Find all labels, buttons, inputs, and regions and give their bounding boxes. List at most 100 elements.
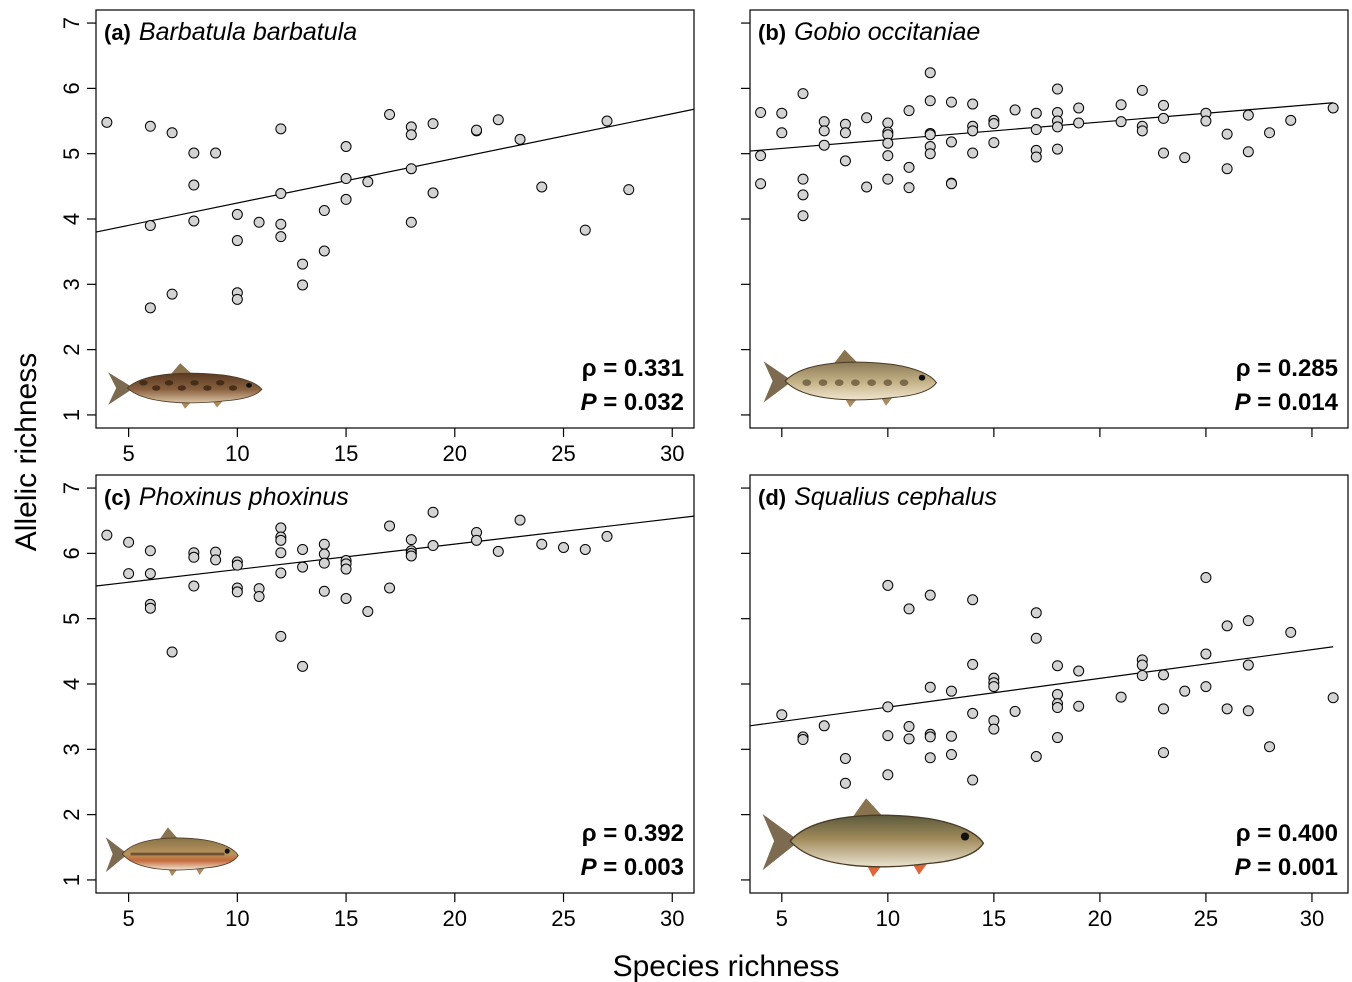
data-point xyxy=(405,216,417,228)
data-point xyxy=(427,506,439,518)
data-point xyxy=(492,114,504,126)
data-point xyxy=(1179,152,1191,164)
data-point xyxy=(1009,705,1021,717)
data-point xyxy=(945,685,957,697)
data-point xyxy=(1158,147,1170,159)
x-tick-label: 20 xyxy=(1088,906,1112,931)
panel-title: (a) Barbatula barbatula xyxy=(104,18,357,46)
data-point xyxy=(318,538,330,550)
data-point xyxy=(1285,626,1297,638)
y-tick-label: 6 xyxy=(59,82,84,94)
data-point xyxy=(882,769,894,781)
data-point xyxy=(967,98,979,110)
data-point xyxy=(861,181,873,193)
data-point xyxy=(903,603,915,615)
data-point xyxy=(1115,691,1127,703)
x-tick-label: 15 xyxy=(982,906,1006,931)
y-tick-label: 1 xyxy=(59,874,84,886)
data-point xyxy=(275,123,287,135)
data-point xyxy=(427,540,439,552)
data-point xyxy=(536,538,548,550)
data-point xyxy=(1051,688,1063,700)
data-point xyxy=(101,529,113,541)
data-point xyxy=(1242,659,1254,671)
data-point xyxy=(1030,607,1042,619)
data-point xyxy=(123,536,135,548)
data-point xyxy=(882,701,894,713)
data-point xyxy=(924,731,936,743)
x-tick-label: 5 xyxy=(122,906,134,931)
rho-stat: ρ = 0.392 xyxy=(582,820,684,847)
trend-line xyxy=(95,108,695,233)
data-point xyxy=(776,107,788,119)
data-point xyxy=(536,181,548,193)
data-point xyxy=(967,774,979,786)
data-point xyxy=(1264,127,1276,139)
x-tick-label: 10 xyxy=(876,906,900,931)
data-point xyxy=(210,554,222,566)
p-stat-label: P xyxy=(581,389,598,416)
data-point xyxy=(1264,741,1276,753)
panel-tag: (b) xyxy=(758,20,786,45)
data-point xyxy=(275,188,287,200)
data-point xyxy=(1073,700,1085,712)
data-point xyxy=(882,579,894,591)
data-point xyxy=(839,752,851,764)
data-point xyxy=(514,133,526,145)
data-point xyxy=(1327,692,1339,704)
data-point xyxy=(188,215,200,227)
y-tick-label: 3 xyxy=(59,743,84,755)
x-tick-label: 25 xyxy=(1194,906,1218,931)
data-point xyxy=(1242,615,1254,627)
data-point xyxy=(818,125,830,137)
data-point xyxy=(1115,116,1127,128)
data-point xyxy=(1221,163,1233,175)
data-point xyxy=(924,148,936,160)
data-point xyxy=(231,586,243,598)
data-point xyxy=(1030,107,1042,119)
data-point xyxy=(1051,660,1063,672)
data-point xyxy=(340,141,352,153)
panel-title: (b) Gobio occitaniae xyxy=(758,18,980,46)
data-point xyxy=(1179,685,1191,697)
panel-tag: (a) xyxy=(104,20,131,45)
y-tick-label: 7 xyxy=(59,17,84,29)
fish-illustration-chub xyxy=(762,798,985,877)
data-point xyxy=(924,67,936,79)
data-point xyxy=(231,208,243,220)
data-point xyxy=(275,534,287,546)
data-point xyxy=(144,220,156,232)
data-point xyxy=(427,118,439,130)
data-point xyxy=(1158,703,1170,715)
data-point xyxy=(405,550,417,562)
y-tick-label: 5 xyxy=(59,148,84,160)
data-point xyxy=(776,709,788,721)
data-point xyxy=(144,302,156,314)
data-point xyxy=(384,109,396,120)
data-point xyxy=(924,752,936,764)
data-point xyxy=(924,681,936,693)
trend-line xyxy=(749,646,1334,727)
data-point xyxy=(1200,572,1212,584)
panel-a: 5 10 15 20 25 30 1 2 3 4 5 6 7 (a) Barbatula barbatula… xyxy=(59,9,695,466)
y-tick-label: 4 xyxy=(59,678,84,690)
data-point xyxy=(253,216,265,228)
panel-d: 5 10 15 20 25 30 (d) Squalius cephalus ρ = 0.400… xyxy=(741,474,1349,931)
data-point xyxy=(1009,104,1021,116)
rho-stat: ρ = 0.331 xyxy=(582,355,684,382)
data-point xyxy=(1073,117,1085,129)
data-point xyxy=(188,179,200,191)
p-stat-value: = 0.001 xyxy=(1251,854,1338,881)
data-point xyxy=(1158,99,1170,111)
data-point xyxy=(1221,703,1233,715)
data-point xyxy=(340,173,352,185)
x-tick-label: 30 xyxy=(1300,906,1324,931)
data-point xyxy=(967,594,979,606)
x-tick-label: 5 xyxy=(122,441,134,466)
data-point xyxy=(818,139,830,151)
data-point xyxy=(1158,747,1170,759)
data-point xyxy=(188,580,200,592)
data-point xyxy=(514,514,526,526)
x-tick-label: 10 xyxy=(225,906,249,931)
